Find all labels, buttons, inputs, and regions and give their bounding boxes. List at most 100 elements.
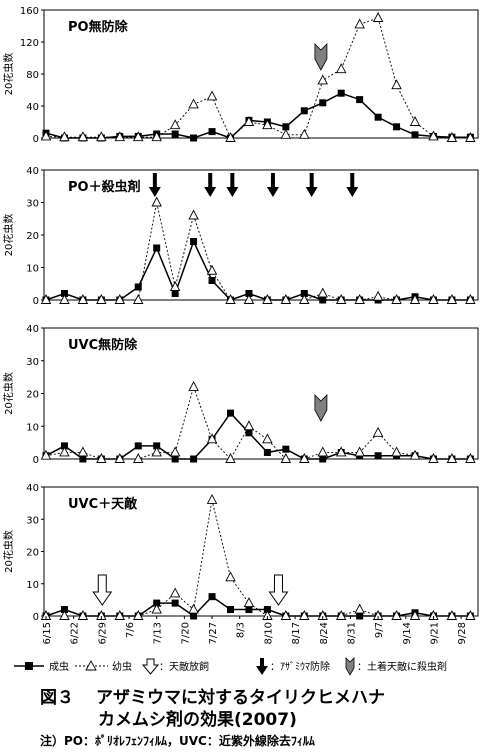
larva-point (206, 90, 218, 101)
adult-point (134, 442, 142, 450)
y-tick-label: 20 (26, 390, 39, 401)
x-tick-label: 9/28 (457, 622, 468, 644)
series-line-adult (45, 411, 471, 460)
larva-point (169, 446, 181, 457)
figure-caption-line1: 図３ アザミウマに対するタイリクヒメハナ (40, 683, 385, 708)
figure-note: 注）PO：ﾎﾟﾘｵﾚﾌｪﾝﾌｨﾙﾑ，UVC：近紫外線除去ﾌｨﾙﾑ (40, 734, 315, 748)
adult-point (208, 593, 216, 601)
series-line-larva (46, 202, 471, 301)
larva-point (354, 18, 365, 29)
larva-point (299, 294, 310, 304)
adult-point (411, 131, 419, 139)
legend: 成虫 幼虫 ：天敵放飼 ：ｱｻﾞﾐｳﾏ防除 ：土着天敵に殺虫剤 (14, 657, 447, 676)
x-tick-label: 7/20 (180, 622, 191, 644)
legend-adult-marker (25, 662, 33, 670)
y-tick-label: 40 (26, 483, 39, 494)
x-tick-label: 8/24 (319, 622, 330, 644)
larva-point (169, 587, 181, 598)
legend-larva-label: 幼虫 (112, 660, 132, 673)
adult-point (263, 606, 271, 614)
larva-point (280, 128, 292, 139)
larva-point (335, 294, 347, 304)
y-tick-label: 20 (26, 231, 39, 242)
release-arrow (92, 574, 113, 606)
larva-point (262, 433, 273, 444)
larva-point (188, 98, 199, 109)
larva-point (151, 131, 162, 142)
figure-caption-line2: カメムシ剤の効果(2007) (40, 705, 297, 730)
larva-point (169, 281, 181, 291)
larva-point (262, 294, 273, 304)
y-tick-label: 30 (26, 357, 39, 368)
adult-point (300, 290, 308, 297)
y-axis-label: 20花虫数 (2, 530, 15, 573)
adult-point (356, 96, 364, 104)
y-tick-label: 40 (26, 102, 39, 113)
adult-point (153, 244, 161, 252)
chart-panel-4: 0 10 20 30 40 20花虫数 UVC＋天敵 (2, 483, 479, 623)
adult-point (153, 442, 161, 450)
adult-point (319, 296, 327, 304)
y-tick-label: 10 (26, 264, 39, 275)
larva-point (114, 610, 126, 620)
legend-insecticide-label: ：土着天敵に殺虫剤 (357, 660, 447, 673)
adult-point (245, 429, 253, 437)
y-tick-label: 30 (26, 199, 39, 210)
y-tick-label: 0 (33, 134, 39, 145)
larva-point (133, 131, 144, 142)
adult-point (227, 409, 234, 417)
larva-point (446, 453, 458, 463)
adult-point (171, 455, 179, 463)
larva-point (225, 294, 236, 304)
larva-point (372, 290, 384, 301)
larva-point (372, 426, 384, 437)
adult-point (171, 599, 179, 607)
thrips-control-arrow (204, 173, 217, 197)
larva-point (335, 446, 347, 457)
larva-point (77, 610, 89, 620)
larva-point (96, 610, 107, 620)
larva-point (188, 380, 199, 391)
adult-point (337, 89, 345, 97)
legend-release-icon (141, 658, 160, 675)
x-tick-label: 7/6 (125, 622, 136, 638)
insecticide-marker (314, 394, 328, 422)
larva-point (465, 294, 476, 304)
panel-title: UVC＋天敵 (68, 496, 138, 512)
adult-point (356, 612, 364, 620)
larva-point (59, 294, 70, 304)
x-tick-label: 8/3 (236, 622, 247, 638)
adult-point (190, 455, 198, 463)
y-axis-label: 20花虫数 (2, 214, 15, 257)
larva-point (465, 610, 476, 620)
larva-point (354, 294, 365, 304)
adult-point (190, 238, 198, 245)
adult-point (374, 452, 382, 460)
larva-point (262, 119, 273, 130)
larva-point (225, 571, 236, 582)
x-tick-label: 7/13 (153, 622, 164, 644)
larva-point (446, 132, 458, 142)
larva-point (169, 119, 181, 130)
larva-point (225, 132, 236, 142)
adult-point (245, 290, 253, 297)
legend-control-label: ：ｱｻﾞﾐｳﾏ防除 (270, 660, 330, 673)
larva-point (114, 453, 126, 463)
adult-point (227, 606, 234, 614)
adult-point (60, 442, 68, 450)
larva-point (465, 132, 476, 142)
legend-adult-label: 成虫 (49, 661, 69, 673)
legend-larva-marker (85, 660, 97, 671)
larva-point (391, 79, 402, 90)
series-line-larva (45, 385, 471, 460)
adult-point (190, 612, 198, 620)
adult-point (134, 283, 142, 291)
adult-point (171, 130, 179, 138)
x-tick-label: 7/27 (208, 622, 219, 644)
larva-point (317, 610, 328, 620)
x-tick-label: 8/17 (291, 622, 302, 644)
larva-point (391, 446, 402, 457)
larva-point (225, 453, 236, 463)
larva-point (206, 493, 218, 504)
series-line-adult (45, 239, 471, 301)
